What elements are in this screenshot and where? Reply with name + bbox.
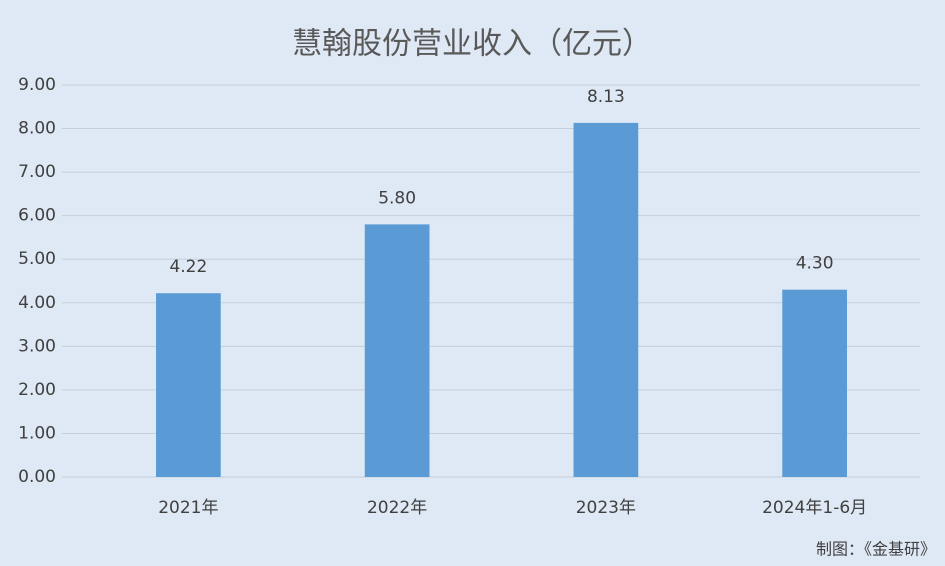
x-tick-label: 2024年1-6月 [762,498,867,518]
bar [782,289,847,477]
y-tick-label: 3.00 [18,336,56,356]
value-label: 4.30 [796,254,834,274]
source-note: 制图：《金基研》 [816,540,936,559]
y-tick-label: 8.00 [18,119,56,139]
value-label: 5.80 [378,188,416,208]
y-tick-label: 4.00 [18,293,56,313]
x-tick-label: 2022年 [367,498,427,518]
value-label: 8.13 [587,87,625,107]
y-tick-label: 0.00 [18,467,56,487]
x-tick-label: 2021年 [158,498,218,518]
chart-title: 慧翰股份营业收入（亿元） [292,27,652,62]
y-tick-label: 9.00 [18,75,56,95]
y-tick-label: 5.00 [18,249,56,269]
value-label: 4.22 [169,257,207,277]
y-tick-label: 6.00 [18,206,56,226]
y-tick-label: 2.00 [18,380,56,400]
bar [156,293,221,477]
x-tick-label: 2023年 [576,498,636,518]
y-tick-label: 7.00 [18,162,56,182]
bar [573,122,639,477]
bar [364,224,430,477]
y-tick-label: 1.00 [18,423,56,443]
